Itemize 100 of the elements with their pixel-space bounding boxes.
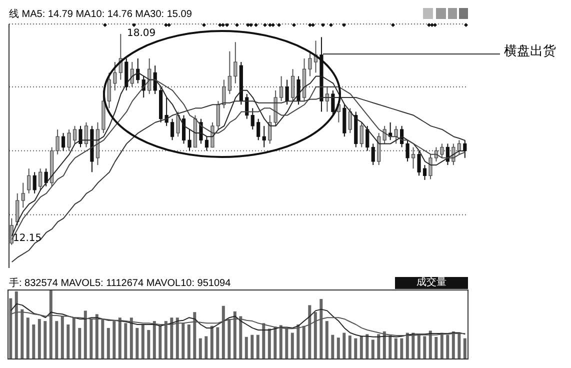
bar: [38, 318, 41, 359]
bar: [331, 334, 334, 359]
bar: [308, 305, 312, 359]
bar: [118, 318, 122, 359]
candlestick: [428, 154, 432, 180]
candlestick: [67, 128, 71, 152]
bar: [222, 306, 225, 359]
candlestick: [188, 128, 192, 152]
annotation: 12.15: [12, 233, 43, 245]
bar: [423, 336, 426, 359]
candlestick: [27, 168, 31, 194]
candlestick: [325, 86, 330, 112]
bar: [452, 331, 455, 359]
candlestick: [234, 42, 238, 84]
candlestick: [463, 140, 467, 158]
candlestick: [44, 168, 48, 187]
candlestick: [417, 150, 421, 176]
bar: [210, 326, 214, 359]
candlestick: [440, 143, 444, 158]
bar: [325, 321, 328, 359]
bar: [463, 338, 466, 359]
bar: [193, 312, 196, 359]
bar: [101, 318, 104, 359]
text: 成交量: [395, 277, 468, 289]
candlestick: [268, 114, 272, 144]
bar: [112, 321, 116, 359]
candlestick: [38, 168, 42, 190]
bar: [458, 332, 461, 359]
candlestick: [366, 125, 370, 152]
candlestick: [422, 164, 427, 180]
bar: [78, 328, 82, 359]
bar: [141, 324, 144, 359]
bar: [32, 324, 36, 359]
bar: [377, 334, 380, 359]
bar: [182, 323, 185, 359]
bar: [60, 316, 64, 359]
bar: [176, 318, 179, 359]
candlestick: [72, 125, 77, 144]
candlestick: [228, 50, 232, 94]
candlestick: [216, 100, 220, 130]
bar: [296, 324, 300, 359]
bar: [164, 321, 168, 359]
bar: [382, 331, 386, 359]
bar: [366, 334, 369, 359]
candlestick: [331, 90, 335, 116]
candlestick: [348, 108, 352, 134]
candlestick: [256, 118, 260, 141]
candlestick: [16, 192, 20, 226]
candlestick: [222, 79, 226, 109]
bar: [400, 338, 404, 359]
bar: [314, 312, 317, 359]
chart-title: 线 MA5: 14.79 MA10: 14.76 MA30: 15.09: [9, 8, 192, 21]
candlestick: [406, 140, 410, 162]
candlestick: [107, 72, 111, 109]
candlestick: [280, 76, 284, 102]
candlestick: [394, 125, 398, 144]
bar: [95, 314, 98, 359]
bar: [406, 332, 409, 359]
bar: [187, 324, 190, 359]
bar: [412, 332, 415, 359]
bar: [354, 338, 358, 359]
bar: [72, 318, 76, 359]
candlestick: [56, 128, 60, 155]
candlestick: [371, 143, 375, 166]
candlestick: [308, 50, 312, 77]
bar: [262, 323, 266, 359]
candlestick: [210, 122, 214, 148]
bar: [84, 310, 87, 359]
bar: [244, 336, 248, 359]
candlestick: [262, 125, 266, 148]
bar: [130, 318, 133, 359]
candlestick: [78, 125, 82, 148]
candlestick: [204, 136, 209, 152]
bar: [440, 332, 444, 359]
bar: [274, 326, 277, 359]
candlestick: [285, 79, 289, 106]
bar: [348, 336, 352, 359]
bar: [124, 323, 128, 359]
bar: [446, 334, 450, 359]
candlestick: [296, 76, 300, 106]
bar: [239, 316, 242, 359]
bar: [250, 334, 254, 359]
bar: [44, 321, 47, 359]
candlestick: [164, 97, 168, 126]
bar: [394, 338, 398, 359]
bar: [198, 338, 202, 359]
bar: [279, 325, 282, 359]
candlestick: [290, 68, 295, 102]
bar: [14, 291, 18, 359]
bar: [204, 336, 208, 359]
bar: [55, 321, 58, 359]
bar: [106, 328, 110, 359]
bar: [170, 318, 174, 359]
bar: [320, 298, 323, 359]
bar: [360, 336, 363, 359]
candlestick: [182, 114, 186, 144]
bar: [9, 298, 12, 359]
chart-title: 手: 832574 MAVOL5: 1112674 MAVOL10: 951094: [9, 276, 231, 290]
candlestick: [113, 62, 117, 91]
bar: [388, 336, 392, 359]
